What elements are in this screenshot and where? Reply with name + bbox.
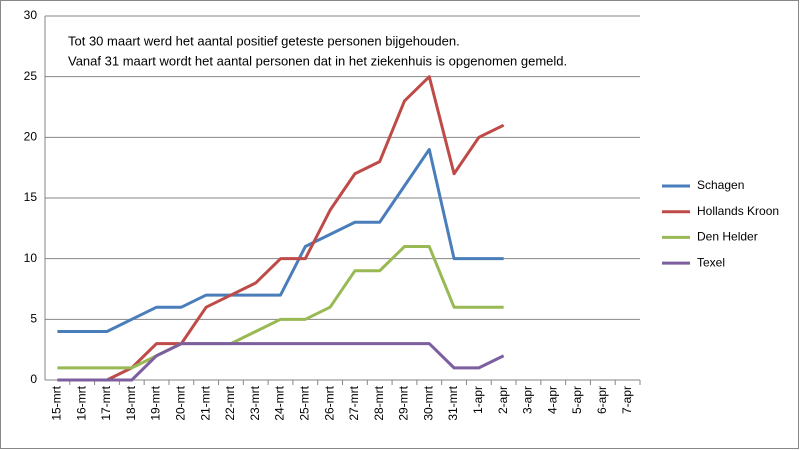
series-line (57, 245, 504, 370)
x-tick-label: 19-mrt (149, 385, 163, 420)
x-tick-label: 28-mrt (372, 385, 386, 420)
legend-label: Texel (697, 255, 725, 269)
x-tick-label: 18-mrt (124, 385, 138, 420)
x-tick-label: 27-mrt (347, 385, 361, 420)
x-tick-label: 3-apr (521, 386, 535, 414)
legend-label: Schagen (697, 178, 744, 192)
x-tick-label: 31-mrt (446, 385, 460, 420)
x-tick-label: 2-apr (496, 386, 510, 414)
x-tick-label: 26-mrt (322, 385, 336, 420)
y-tick-label: 15 (24, 190, 38, 204)
x-tick-label: 23-mrt (248, 385, 262, 420)
x-tick-label: 29-mrt (397, 385, 411, 420)
x-tick-label: 4-apr (545, 386, 559, 414)
x-tick-label: 7-apr (620, 386, 634, 414)
x-tick-label: 1-apr (471, 386, 485, 414)
x-tick-label: 25-mrt (297, 385, 311, 420)
x-tick-label: 17-mrt (99, 385, 113, 420)
legend-label: Hollands Kroon (697, 204, 779, 218)
y-tick-label: 30 (24, 8, 38, 22)
y-tick-label: 0 (30, 372, 37, 386)
series-line (57, 147, 504, 333)
x-tick-label: 5-apr (570, 386, 584, 414)
annotation: Vanaf 31 maart wordt het aantal personen… (68, 53, 567, 68)
x-tick-label: 20-mrt (174, 385, 188, 420)
x-tick-label: 30-mrt (421, 385, 435, 420)
x-tick-label: 22-mrt (223, 385, 237, 420)
series-line (57, 342, 505, 382)
x-tick-label: 6-apr (595, 386, 609, 414)
y-tick-label: 5 (30, 312, 37, 326)
legend-label: Den Helder (697, 230, 758, 244)
x-tick-label: 15-mrt (50, 385, 64, 420)
x-tick-label: 21-mrt (198, 385, 212, 420)
x-tick-label: 16-mrt (74, 385, 88, 420)
y-tick-label: 10 (24, 251, 38, 265)
annotation: Tot 30 maart werd het aantal positief ge… (68, 33, 460, 48)
y-tick-label: 25 (24, 69, 38, 83)
x-tick-label: 24-mrt (273, 385, 287, 420)
y-tick-label: 20 (24, 130, 38, 144)
